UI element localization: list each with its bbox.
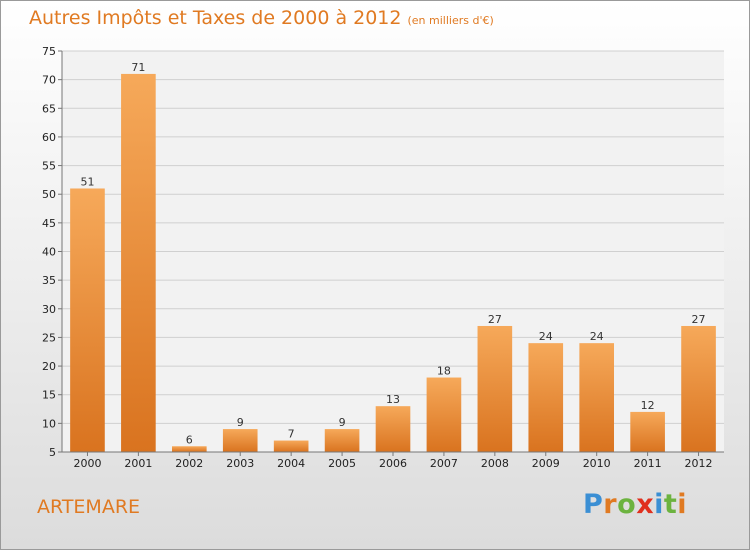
bar-value-label: 12 xyxy=(641,399,655,412)
x-axis: 2000 2001 2002 2003 2004 2005 2006 2007 2008 2009… xyxy=(62,451,724,470)
x-tick-label: 2003 xyxy=(226,457,254,470)
y-tick-label: 35 xyxy=(42,274,56,287)
x-tick-label: 2008 xyxy=(481,457,509,470)
y-tick-label: 30 xyxy=(42,303,56,316)
bar xyxy=(375,406,411,452)
y-tick-label: 75 xyxy=(42,45,56,58)
bar xyxy=(171,446,207,452)
x-tick-label: 2010 xyxy=(583,457,611,470)
bar xyxy=(121,73,156,453)
bars: 51 71 6 9 7 9 13 18 27 24 24 12 27 xyxy=(70,61,716,453)
x-tick-label: 2004 xyxy=(277,457,305,470)
y-tick-label: 55 xyxy=(42,160,56,173)
bar-value-label: 51 xyxy=(80,175,94,188)
bar-value-label: 9 xyxy=(237,416,244,429)
bar-value-label: 13 xyxy=(386,393,400,406)
bar xyxy=(324,429,360,452)
x-tick-label: 2011 xyxy=(634,457,662,470)
x-tick-label: 2009 xyxy=(532,457,560,470)
y-tick-label: 65 xyxy=(42,102,56,115)
logo-letter: i xyxy=(677,489,688,520)
x-tick-label: 2012 xyxy=(685,457,713,470)
y-tick-label: 40 xyxy=(42,246,56,259)
title-text: Autres Impôts et Taxes de 2000 à 2012 xyxy=(29,7,402,29)
bar-value-label: 7 xyxy=(288,428,295,441)
bar-value-label: 24 xyxy=(590,330,604,343)
logo-letter: x xyxy=(636,489,655,520)
logo-letter: P xyxy=(583,489,604,520)
title-unit: (en milliers d'€) xyxy=(407,14,494,27)
bar xyxy=(70,188,105,452)
bar xyxy=(426,377,462,452)
bar-value-label: 6 xyxy=(186,433,193,446)
bar-value-label: 27 xyxy=(488,313,502,326)
y-tick-label: 10 xyxy=(42,417,56,430)
bar xyxy=(222,429,258,452)
y-tick-label: 15 xyxy=(42,389,56,402)
bar xyxy=(681,325,716,452)
bar xyxy=(528,343,564,452)
bar-value-label: 24 xyxy=(539,330,553,343)
logo-letter: t xyxy=(663,489,678,520)
logo-letter: i xyxy=(654,489,664,520)
x-tick-label: 2007 xyxy=(430,457,458,470)
bar-value-label: 9 xyxy=(339,416,346,429)
logo-letter: r xyxy=(603,489,618,520)
bar-value-label: 27 xyxy=(692,313,706,326)
bar-value-label: 18 xyxy=(437,365,451,378)
chart-title: Autres Impôts et Taxes de 2000 à 2012 (en… xyxy=(29,7,494,29)
bar xyxy=(273,440,309,452)
y-tick-label: 60 xyxy=(42,131,56,144)
town-name: ARTEMARE xyxy=(37,496,141,518)
bar-value-label: 71 xyxy=(131,61,145,74)
proxiti-logo[interactable]: Proxiti xyxy=(583,489,687,520)
y-tick-label: 20 xyxy=(42,360,56,373)
x-tick-label: 2006 xyxy=(379,457,407,470)
x-tick-label: 2001 xyxy=(124,457,152,470)
x-tick-label: 2005 xyxy=(328,457,356,470)
y-tick-label: 5 xyxy=(49,446,56,459)
x-tick-label: 2000 xyxy=(73,457,101,470)
x-tick-label: 2002 xyxy=(175,457,203,470)
bar xyxy=(579,343,615,452)
y-tick-label: 70 xyxy=(42,74,56,87)
bar xyxy=(477,325,513,452)
logo-letter: o xyxy=(617,489,637,520)
y-axis: 5 10 15 20 25 30 35 40 45 50 55 60 65 70 75 xyxy=(42,45,63,459)
y-tick-label: 45 xyxy=(42,217,56,230)
y-tick-label: 25 xyxy=(42,331,56,344)
bar xyxy=(630,411,665,452)
y-tick-label: 50 xyxy=(42,188,56,201)
